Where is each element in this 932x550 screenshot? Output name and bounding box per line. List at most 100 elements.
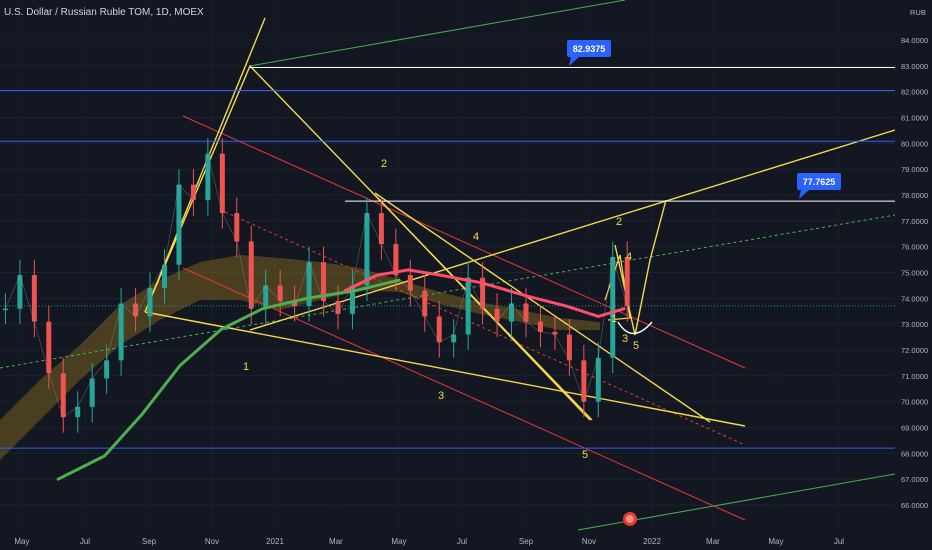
- white-arc: [617, 321, 653, 335]
- candle-body: [176, 184, 182, 265]
- wave-label: 5: [633, 340, 639, 352]
- y-tick-label: 84.0000: [901, 36, 928, 45]
- y-tick-label: 77.0000: [901, 217, 928, 226]
- candle-body: [161, 264, 167, 288]
- candle-body: [321, 262, 327, 301]
- ma-lines: [56, 268, 626, 481]
- candle-body: [509, 303, 515, 322]
- candle-body: [60, 373, 66, 418]
- wave-label: 5: [582, 449, 588, 461]
- candle-body: [407, 275, 413, 291]
- y-tick-label: 83.0000: [901, 62, 928, 71]
- y-tick-label: 78.0000: [901, 191, 928, 200]
- candle-body: [118, 303, 124, 361]
- candle-body: [104, 360, 110, 379]
- x-tick-label: Nov: [205, 537, 219, 546]
- y-tick-label: 76.0000: [901, 243, 928, 252]
- wave-label: 2: [616, 216, 622, 228]
- callout-pointer: [799, 190, 809, 199]
- y-tick-label: 67.0000: [901, 475, 928, 484]
- x-tick-label: Sep: [519, 537, 534, 546]
- yellow-wedge-top: [249, 129, 896, 331]
- candle-body: [581, 360, 587, 402]
- candle-body: [17, 275, 23, 309]
- candle-body: [566, 334, 572, 361]
- candle-body: [46, 321, 52, 374]
- candle-body: [523, 303, 529, 322]
- candle-body: [436, 316, 442, 343]
- y-tick-label: 74.0000: [901, 294, 928, 303]
- yellow-wedge-bottom: [144, 311, 746, 427]
- x-tick-label: 2021: [266, 537, 284, 546]
- x-tick-label: Jul: [834, 537, 844, 546]
- candle-body: [335, 300, 341, 314]
- y-tick-label: 82.0000: [901, 88, 928, 97]
- candle-body: [364, 213, 370, 286]
- callout-box: [797, 173, 841, 190]
- candle-body: [451, 334, 457, 343]
- candle-body: [595, 357, 601, 402]
- y-axis: 84.0000 83.0000 82.0000 81.0000 80.0000 79.00…: [895, 0, 932, 550]
- red-channel-upper: [182, 115, 746, 369]
- candle-body: [2, 308, 8, 311]
- y-tick-label: 73.0000: [901, 320, 928, 329]
- y-tick-label: 68.0000: [901, 449, 928, 458]
- event-flag-icon[interactable]: [623, 512, 637, 526]
- candle-body: [133, 303, 139, 317]
- x-tick-label: May: [768, 537, 783, 546]
- candle-body: [248, 241, 254, 309]
- candle-body: [75, 406, 81, 418]
- red-channel-lower: [182, 267, 746, 521]
- chart-title: U.S. Dollar / Russian Ruble TOM, 1D, MOE…: [4, 7, 204, 18]
- candle-body: [624, 257, 630, 307]
- price-line: [5, 152, 628, 418]
- candle-body: [480, 277, 486, 309]
- candle-body: [147, 288, 153, 317]
- candle-body: [537, 321, 543, 332]
- x-tick-label: May: [391, 537, 406, 546]
- callouts: 82.9375 77.7625: [567, 40, 841, 199]
- y-tick-label: 81.0000: [901, 114, 928, 123]
- candle-body: [31, 275, 37, 322]
- x-tick-label: Jul: [457, 537, 467, 546]
- red-channel-mid: [224, 211, 746, 446]
- candle-body: [219, 153, 225, 214]
- yellow-fan-line-1: [374, 192, 711, 423]
- wave-label: 3: [622, 333, 628, 345]
- callout-pointer: [569, 57, 579, 66]
- candle-body: [205, 153, 211, 201]
- candle-body: [422, 290, 428, 317]
- candle-body: [552, 331, 558, 335]
- candle-body: [263, 285, 269, 309]
- currency-label: RUB: [910, 8, 926, 17]
- ma-line: [56, 278, 401, 481]
- candle-body: [349, 285, 355, 314]
- candle-body: [190, 184, 196, 201]
- candle-body: [378, 213, 384, 245]
- wave-label: 3: [438, 390, 444, 402]
- x-tick-label: Mar: [706, 537, 720, 546]
- wave-label: 2: [381, 158, 387, 170]
- y-tick-label: 69.0000: [901, 424, 928, 433]
- wave-label: 4: [626, 251, 632, 263]
- x-tick-label: Sep: [142, 537, 157, 546]
- y-axis-panel: [895, 0, 932, 550]
- channel-top-line: [249, 0, 626, 67]
- y-tick-label: 80.0000: [901, 139, 928, 148]
- candle-body: [292, 300, 298, 307]
- candle-body: [277, 285, 283, 301]
- candle-body: [306, 262, 312, 307]
- wave-label: 4: [473, 231, 479, 243]
- y-tick-label: 66.0000: [901, 501, 928, 510]
- x-tick-label: 2022: [643, 537, 661, 546]
- x-axis: May Jul Sep Nov 2021 Mar May Jul Sep Nov 2022 Mar Ma…: [14, 537, 844, 546]
- x-tick-label: Nov: [582, 537, 596, 546]
- y-tick-label: 70.0000: [901, 398, 928, 407]
- y-tick-label: 79.0000: [901, 165, 928, 174]
- candle-body: [610, 257, 616, 358]
- y-tick-label: 71.0000: [901, 372, 928, 381]
